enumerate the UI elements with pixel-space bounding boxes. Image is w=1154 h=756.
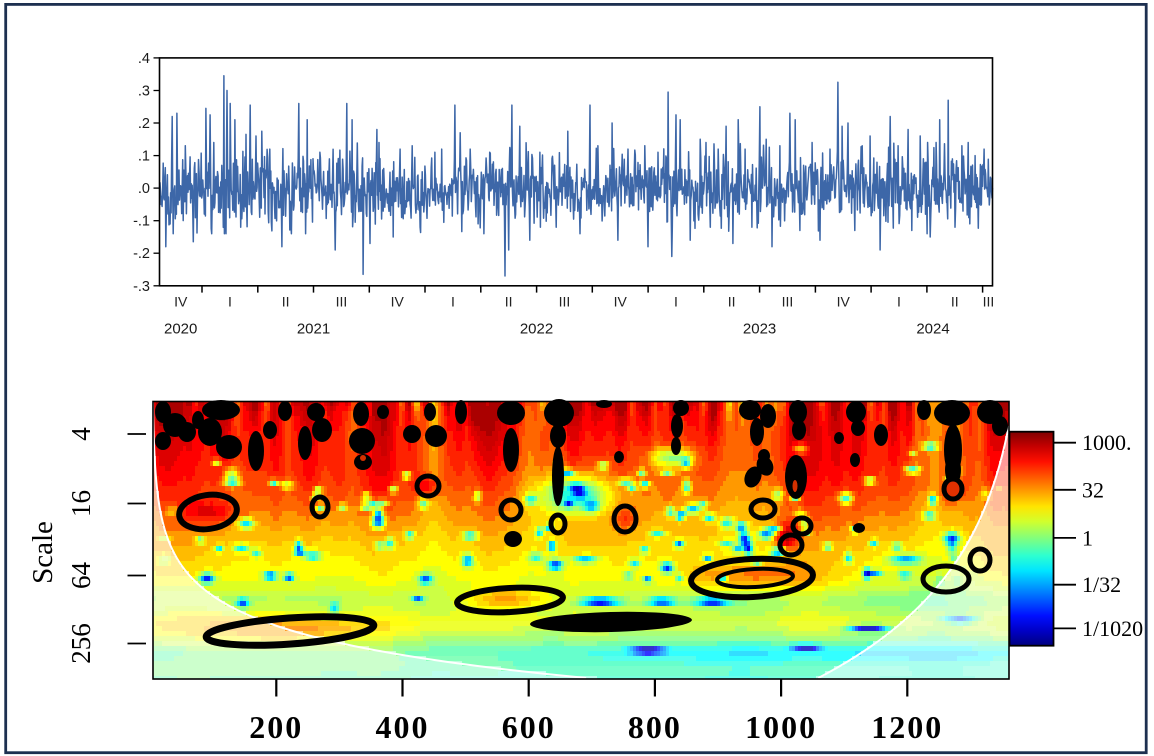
svg-text:.1: .1 <box>138 149 150 165</box>
svg-text:.0: .0 <box>138 181 150 197</box>
svg-text:II: II <box>728 294 736 310</box>
svg-text:I: I <box>674 294 678 310</box>
svg-text:IV: IV <box>174 294 188 310</box>
svg-text:II: II <box>505 294 513 310</box>
svg-text:II: II <box>951 294 959 310</box>
svg-text:-.3: -.3 <box>133 279 150 295</box>
svg-text:.4: .4 <box>138 51 150 67</box>
svg-text:2023: 2023 <box>743 321 776 338</box>
svg-text:2022: 2022 <box>520 321 553 338</box>
svg-text:800: 800 <box>628 709 682 745</box>
svg-text:I: I <box>451 294 455 310</box>
svg-text:III: III <box>782 294 794 310</box>
svg-text:III: III <box>983 294 995 310</box>
svg-text:IV: IV <box>391 294 405 310</box>
svg-text:1000: 1000 <box>745 709 817 745</box>
svg-text:Scale: Scale <box>27 521 59 584</box>
svg-text:64: 64 <box>66 562 96 590</box>
svg-text:.3: .3 <box>138 84 150 100</box>
svg-text:200: 200 <box>249 709 303 745</box>
svg-text:1000.: 1000. <box>1082 430 1132 455</box>
svg-text:32: 32 <box>1082 477 1104 502</box>
svg-text:I: I <box>897 294 901 310</box>
svg-text:2020: 2020 <box>164 321 197 338</box>
svg-text:1/1020: 1/1020 <box>1082 616 1143 641</box>
svg-text:16: 16 <box>66 490 96 517</box>
svg-text:-.2: -.2 <box>133 246 150 262</box>
svg-text:2021: 2021 <box>297 321 330 338</box>
svg-text:.2: .2 <box>138 116 150 132</box>
svg-text:1/32: 1/32 <box>1082 572 1121 597</box>
svg-text:600: 600 <box>502 709 556 745</box>
svg-text:400: 400 <box>376 709 430 745</box>
svg-text:256: 256 <box>66 623 96 664</box>
svg-text:I: I <box>228 294 232 310</box>
svg-text:IV: IV <box>614 294 628 310</box>
svg-text:III: III <box>559 294 571 310</box>
svg-text:II: II <box>282 294 290 310</box>
svg-text:III: III <box>336 294 348 310</box>
svg-text:IV: IV <box>837 294 851 310</box>
svg-text:1200: 1200 <box>871 709 943 745</box>
svg-text:1: 1 <box>1082 525 1093 550</box>
svg-text:2024: 2024 <box>916 321 949 338</box>
svg-text:-.1: -.1 <box>133 214 150 230</box>
svg-text:4: 4 <box>66 427 96 441</box>
